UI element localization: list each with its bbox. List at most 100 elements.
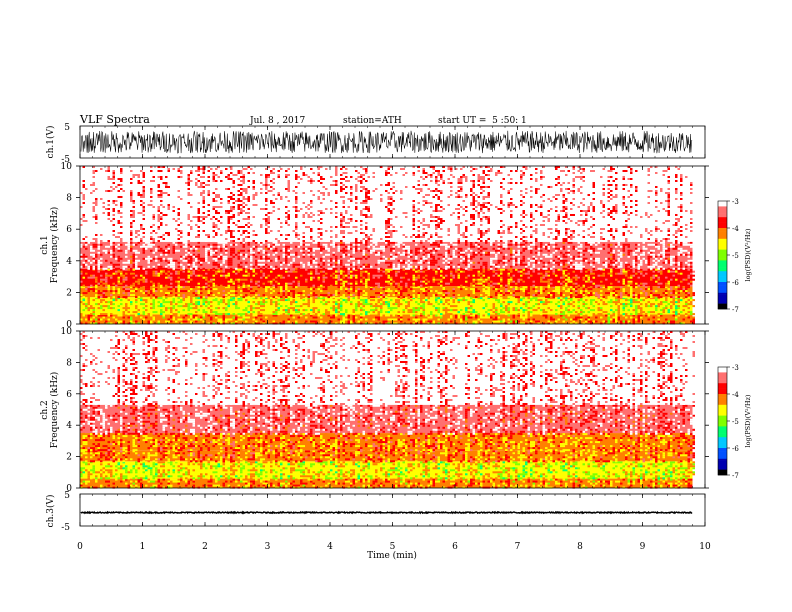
spectrogram-cell [455, 301, 458, 304]
spectrogram-cell [422, 299, 425, 302]
spectrogram-cell [685, 272, 688, 275]
spectrogram-cell [172, 270, 175, 273]
spectrogram-cell [470, 314, 473, 317]
spectrogram-cell [632, 313, 635, 316]
spectrogram-cell [587, 243, 590, 246]
spectrogram-cell [660, 251, 663, 254]
spectrogram-cell [85, 241, 88, 244]
spectrogram-cell [530, 296, 533, 299]
spectrogram-cell [632, 296, 635, 299]
spectrogram-cell [325, 301, 328, 304]
spectrogram-cell [365, 278, 368, 281]
spectrogram-cell [175, 268, 178, 271]
spectrogram-cell [170, 316, 173, 319]
spectrogram-cell [632, 168, 635, 170]
spectrogram-cell [105, 282, 108, 285]
spectrogram-cell [350, 255, 353, 258]
spectrogram-cell [212, 243, 215, 246]
spectrogram-cell [412, 278, 415, 281]
spectrogram-cell [532, 241, 535, 244]
spectrogram-cell [637, 265, 640, 268]
spectrogram-cell [357, 241, 360, 244]
spectrogram-cell [680, 243, 683, 246]
spectrogram-cell [632, 261, 635, 264]
spectrogram-cell [450, 297, 453, 300]
spectrogram-cell [255, 241, 258, 244]
spectrogram-cell [592, 299, 595, 302]
spectrogram-cell [652, 320, 655, 323]
spectrogram-cell [265, 290, 268, 293]
spectrogram-cell [690, 301, 693, 304]
spectrogram-cell [600, 278, 603, 281]
spectrogram-cell [595, 276, 598, 279]
spectrogram-cell [150, 322, 153, 325]
spectrogram-cell [622, 303, 625, 306]
spectrogram-cell [302, 313, 305, 316]
spectrogram-cell [262, 309, 265, 312]
spectrogram-cell [382, 301, 385, 304]
spectrogram-cell [205, 311, 208, 314]
spectrogram-cell [290, 314, 293, 317]
spectrogram-cell [250, 288, 253, 291]
spectrogram-cell [687, 276, 690, 279]
spectrogram-cell [237, 314, 240, 317]
spectrogram-cell [617, 305, 620, 308]
spectrogram-cell [90, 247, 93, 250]
spectrogram-cell [512, 292, 515, 295]
spectrogram-cell [637, 305, 640, 308]
spectrogram-cell [487, 288, 490, 291]
spectrogram-cell [662, 253, 665, 256]
spectrogram-cell [517, 166, 520, 168]
spectrogram-cell [625, 322, 628, 325]
spectrogram-cell [285, 286, 288, 289]
spectrogram-cell [525, 292, 528, 295]
spectrogram-cell [125, 255, 128, 258]
spectrogram-cell [375, 296, 378, 299]
spectrogram-cell [302, 247, 305, 250]
spectrogram-cell [432, 251, 435, 254]
spectrogram-cell [467, 168, 470, 170]
spectrogram-cell [617, 253, 620, 256]
spectrogram-cell [657, 280, 660, 283]
spectrogram-cell [407, 249, 410, 252]
spectrogram-cell [647, 296, 650, 299]
spectrogram-cell [682, 309, 685, 312]
spectrogram-cell [675, 316, 678, 319]
spectrogram-cell [562, 286, 565, 289]
spectrogram-cell [352, 320, 355, 323]
spectrogram-cell [422, 309, 425, 312]
spectrogram-cell [377, 168, 380, 170]
spectrogram-cell [385, 274, 388, 277]
spectrogram-cell [185, 257, 188, 260]
spectrogram-cell [602, 286, 605, 289]
spectrogram-cell [102, 267, 105, 270]
spectrogram-cell [635, 243, 638, 246]
spectrogram-cell [612, 251, 615, 254]
spectrogram-cell [180, 263, 183, 266]
spectrogram-cell [582, 253, 585, 256]
spectrogram-cell [542, 168, 545, 170]
spectrogram-cell [337, 245, 340, 248]
spectrogram-cell [185, 241, 188, 244]
spectrogram-cell [507, 284, 510, 287]
spectrogram-cell [342, 270, 345, 273]
spectrogram-cell [430, 316, 433, 319]
spectrogram-cell [207, 268, 210, 271]
spectrogram-cell [142, 257, 145, 260]
spectrogram-cell [550, 253, 553, 256]
spectrogram-cell [562, 263, 565, 266]
spectrogram-cell [215, 249, 218, 252]
spectrogram-cell [502, 318, 505, 321]
spectrogram-cell [302, 265, 305, 268]
spectrogram-cell [552, 290, 555, 293]
spectrogram-cell [310, 261, 313, 264]
spectrogram-cell [212, 263, 215, 266]
spectrogram-cell [135, 301, 138, 304]
spectrogram-cell [580, 249, 583, 252]
spectrogram-cell [167, 288, 170, 291]
spectrogram-cell [105, 296, 108, 299]
spectrogram-cell [537, 251, 540, 254]
spectrogram-cell [547, 296, 550, 299]
spectrogram-cell [300, 274, 303, 277]
spectrogram-cell [645, 314, 648, 317]
